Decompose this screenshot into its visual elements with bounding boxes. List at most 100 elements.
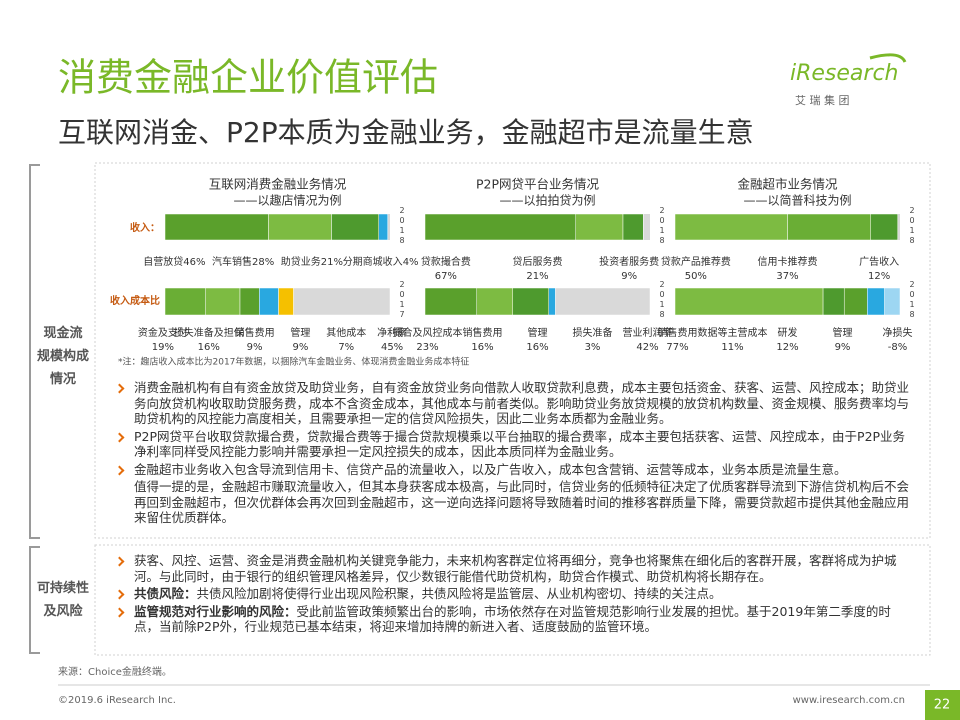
section-bracket [29,164,40,539]
segment-name: 销售费用 [658,326,698,339]
bar-segment [575,213,624,241]
year-label: 2018 [908,280,917,320]
section-label: 可持续性 及风险 [33,577,93,623]
segment-value-label: 46% [183,257,205,268]
segment-name: 销售费用 [235,326,275,339]
segment-value-label: 42% [636,342,658,353]
bullet-marker [114,465,125,475]
segment-name: 其他成本 [326,326,366,339]
bar-segment [259,287,279,316]
bullet-lead: 共债风险： [134,586,197,601]
section-label-line: 可持续性 [36,581,89,596]
segment-value-label: 67% [435,271,457,282]
bar-segment [293,287,391,316]
bar-segment [867,287,885,316]
bar-segment [548,287,556,316]
logo-swoosh [869,53,907,63]
section-label-line: 规模构成 [36,349,89,364]
segment-name: 管理 [290,326,310,339]
bullet-text: 消费金融机构有自有资金放贷及助贷业务，自有资金放贷业务向借款人收取贷款利息费，成… [134,380,910,426]
segment-value-label: 23% [416,342,438,353]
bar-segment [622,213,644,241]
bar-segment [674,287,824,316]
bullet: 监管规范对行业影响的风险：受此前监管政策频繁出台的影响，市场依然存在对监管规范影… [112,604,912,635]
section-frame [94,162,931,539]
segment-value-label: 21% [526,271,548,282]
segment-name: 汽车销售 [212,255,252,268]
segment-value-label: 19% [152,342,174,353]
bar-segment [822,287,845,316]
bullet-text: 受此前监管政策频繁出台的影响，市场依然存在对监管规范影响行业发展的担忧。基于20… [134,603,891,635]
segment-label: 助贷业务21% [281,255,343,268]
panel-title: 金融超市业务情况 [737,177,838,192]
segment-value-label: 16% [471,342,493,353]
segment-value-label: -8% [888,342,907,353]
segment-value-label: 9% [292,342,308,353]
bullet-marker [114,607,125,617]
segment-value-label: 11% [721,342,743,353]
page-badge [925,690,960,720]
section-label-line: 情况 [49,372,76,387]
segment-value-label: 45% [381,342,403,353]
bullet-marker [114,383,125,394]
copyright: ©2019.6 iResearch Inc. [58,695,176,706]
section-bracket [29,546,40,654]
segment-name: 信用卡推荐费 [758,255,818,268]
source: 来源：Choice金融终端。 [58,665,172,678]
panel-title: 互联网消费金融业务情况 [209,177,347,192]
bar-segment [476,287,513,316]
bar-segment [164,213,269,241]
segment-name: 自营放贷 [143,255,183,268]
bullet-marker [114,432,125,442]
segment-label: 分期商城收入4% [343,255,419,268]
segment-value-label: 3% [585,342,601,353]
segment-name: 销售费用 [463,326,503,339]
segment-name: 损失准备及担保 [174,326,244,339]
bar-segment [424,213,576,241]
segment-value-label: 21% [321,257,343,268]
segment-name: 损失准备 [573,326,613,339]
url: www.iresearch.com.cn [793,695,905,706]
bar-segment [268,213,332,241]
segment-name: 贷款产品推荐费 [661,255,731,268]
bar-segment [278,287,294,316]
bullet: P2P网贷平台收取贷款撮合费，贷款撮合费等于撮合贷款规模乘以平台抽取的撮合费率，… [112,429,912,460]
segment-value-label: 7% [338,342,354,353]
page-number: 22 [934,698,951,713]
section-label: 现金流 规模构成 情况 [33,322,93,391]
bullet: 获客、风控、运营、资金是消费金融机构关键竞争能力，未来机构客群定位将再细分，竞争… [112,553,912,584]
segment-label: 汽车销售28% [212,255,274,268]
segment-value-label: 12% [776,342,798,353]
bar-segment [843,287,868,316]
bullet: 消费金融机构有自有资金放贷及助贷业务，自有资金放贷业务向借款人收取贷款利息费，成… [112,380,912,427]
segment-name: 广告收入 [859,255,899,268]
risk-list: 获客、风控、运营、资金是消费金融机构关键竞争能力，未来机构客群定位将再细分，竞争… [112,553,912,637]
segment-name: 贷款撮合费 [421,255,471,268]
bar-segment [239,287,260,316]
segment-label: 自营放贷46% [143,255,205,268]
segment-name: 净损失 [883,326,913,339]
segment-value-label: 9% [247,342,263,353]
bar-segment [870,213,898,241]
segment-value-label: 50% [685,271,707,282]
row-label: 收入成本比 [110,294,160,307]
segment-value-label: 16% [198,342,220,353]
year-label: 2018 [908,206,917,246]
segment-name: 管理 [528,326,548,339]
segment-name: 管理 [833,326,853,339]
segment-name: 撮合及风控成本 [393,326,463,339]
bullet-list: 消费金融机构有自有资金放贷及助贷业务，自有资金放贷业务向借款人收取贷款利息费，成… [112,380,912,528]
bullet-text: 值得一提的是，金融超市赚取流量收入，但其本身获客成本极高，与此同时，信贷业务的低… [134,479,910,525]
segment-value-label: 37% [776,271,798,282]
bullet-text: P2P网贷平台收取贷款撮合费，贷款撮合费等于撮合贷款规模乘以平台抽取的撮合费率，… [134,428,906,460]
section-label-line: 及风险 [43,604,83,619]
panel-title: P2P网贷平台业务情况 [476,177,600,192]
bullet-text: 获客、风控、运营、资金是消费金融机构关键竞争能力，未来机构客群定位将再细分，竞争… [134,553,897,584]
bullet: 共债风险：共债风险加剧将使得行业出现风险积聚，共债风险将是监管层、从业机构密切、… [112,586,912,602]
bullet-text: 共债风险加剧将使得行业出现风险积聚，共债风险将是监管层、从业机构密切、持续的关注… [196,586,722,601]
bar-segment [331,213,379,241]
panel-subtitle: ——以简普科技为例 [743,194,851,208]
year-label: 2018 [398,206,407,246]
bullet: 值得一提的是，金融超市赚取流量收入，但其本身获客成本极高，与此同时，信贷业务的低… [112,479,912,526]
